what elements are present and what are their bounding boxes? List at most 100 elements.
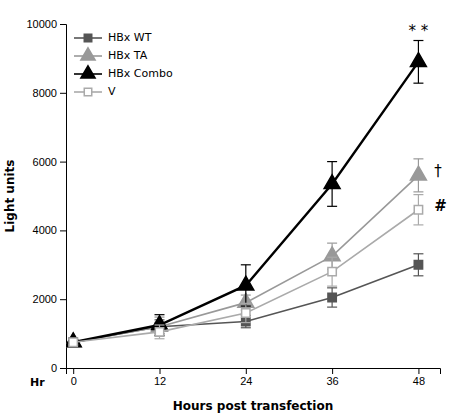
tick-label: 0 <box>51 362 57 374</box>
annotations: * *†#Hr <box>30 22 447 389</box>
legend-item: HBx Combo <box>74 66 173 80</box>
tick-mark <box>60 230 66 231</box>
y-axis-title: Light units <box>3 160 17 233</box>
tick: 10000 <box>26 18 66 30</box>
tick-label: 24 <box>240 375 252 387</box>
legend-marker <box>84 88 91 95</box>
annotation: # <box>434 197 447 215</box>
error-bar-cap <box>413 40 423 41</box>
legend-item: HBx WT <box>74 31 152 44</box>
tick-mark <box>60 299 66 300</box>
error-bar-cap <box>413 158 423 159</box>
series <box>66 41 426 347</box>
series-line <box>73 210 418 342</box>
error-bar-cap <box>413 275 423 276</box>
error-bar-cap <box>327 307 337 308</box>
legend-label: HBx TA <box>108 49 148 62</box>
series <box>68 195 423 347</box>
point <box>242 309 250 317</box>
error-bar-cap <box>327 286 337 287</box>
point <box>328 267 336 275</box>
tick-label: 36 <box>326 375 338 387</box>
error-bar <box>327 257 337 286</box>
tick-mark <box>60 368 66 369</box>
error-bar-cap <box>327 161 337 162</box>
series-line <box>73 175 418 342</box>
point <box>324 175 340 189</box>
point <box>69 338 77 346</box>
annotation: † <box>434 162 442 180</box>
x-axis-title: Hours post transfection <box>173 399 334 413</box>
legend-marker <box>84 34 91 41</box>
legend-marker <box>81 66 95 78</box>
point <box>410 166 426 180</box>
tick-label: 6000 <box>33 156 57 168</box>
tick-mark <box>160 368 161 374</box>
tick-label: 8000 <box>33 87 57 99</box>
error-bar <box>241 303 251 322</box>
point <box>414 206 422 214</box>
error-bar-cap <box>413 224 423 225</box>
tick-mark <box>73 368 74 374</box>
y-axis: 0 2000 4000 6000 8000 10000 <box>26 18 66 374</box>
tick-mark <box>60 93 66 94</box>
tick-mark <box>246 368 247 374</box>
error-bar-cap <box>241 322 251 323</box>
tick-label: 10000 <box>26 18 57 30</box>
point <box>69 338 77 346</box>
marks <box>66 41 426 347</box>
annotation: * * <box>409 22 429 40</box>
tick-label: 0 <box>71 375 77 387</box>
tick: 8000 <box>33 87 66 99</box>
tick: 6000 <box>33 156 66 168</box>
legend: HBx WT HBx TA HBx Combo V <box>74 31 173 98</box>
point <box>155 328 163 336</box>
tick: 12 <box>154 368 166 387</box>
error-bar-cap <box>413 194 423 195</box>
legend-item: V <box>74 85 116 98</box>
error-bar-cap <box>413 191 423 192</box>
point <box>414 261 422 269</box>
point <box>328 293 336 301</box>
legend-label: V <box>108 85 116 98</box>
legend-item: HBx TA <box>74 48 148 62</box>
error-bar-cap <box>241 327 251 328</box>
error-bar <box>155 325 165 339</box>
tick: 24 <box>240 368 252 387</box>
error-bar-cap <box>327 243 337 244</box>
point <box>66 333 81 347</box>
tick-label: 48 <box>413 375 425 387</box>
tick: 0 <box>71 368 77 387</box>
error-bar-cap <box>327 287 337 288</box>
error-bar-cap <box>241 303 251 304</box>
axis-line <box>60 25 67 369</box>
legend-marker <box>81 48 95 60</box>
error-bar-cap <box>413 253 423 254</box>
series-line <box>73 265 418 342</box>
tick-mark <box>418 368 419 374</box>
error-bar-cap <box>327 257 337 258</box>
error-bar <box>413 254 423 276</box>
error-bar <box>413 195 423 225</box>
error-bar-cap <box>327 206 337 207</box>
x-axis: 0 12 24 36 48 <box>67 368 441 387</box>
tick: 48 <box>413 368 425 387</box>
tick-label: 12 <box>154 375 166 387</box>
series <box>66 159 426 347</box>
legend-label: HBx Combo <box>108 67 173 80</box>
tick-label: 4000 <box>33 224 57 236</box>
error-bar <box>327 288 337 307</box>
tick: 4000 <box>33 224 66 236</box>
tick: 2000 <box>33 293 66 305</box>
tick-mark <box>60 162 66 163</box>
error-bar-cap <box>413 83 423 84</box>
legend-label: HBx WT <box>108 31 152 44</box>
axis-line <box>67 369 441 375</box>
tick-label: 2000 <box>33 293 57 305</box>
point <box>238 276 254 290</box>
tick-mark <box>332 368 333 374</box>
series-line <box>73 62 418 342</box>
error-bar-cap <box>241 264 251 265</box>
error-bar-cap <box>155 338 165 339</box>
plot-area: 0 12 24 36 48 0 2000 4000 6000 8000 10000 Hours pos… <box>3 18 447 413</box>
